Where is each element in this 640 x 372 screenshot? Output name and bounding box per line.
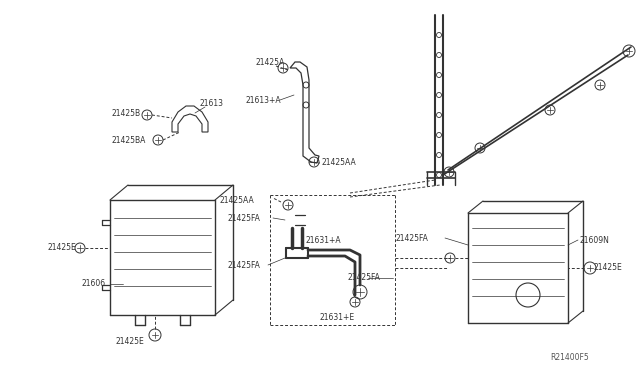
Text: 21425FA: 21425FA — [395, 234, 428, 243]
Text: 21425E: 21425E — [593, 263, 621, 273]
Text: R21400F5: R21400F5 — [550, 353, 589, 362]
Text: 21425FA: 21425FA — [228, 214, 261, 222]
Text: 21425BA: 21425BA — [112, 135, 147, 144]
Text: 21425AA: 21425AA — [322, 157, 356, 167]
Text: 21425A: 21425A — [255, 58, 284, 67]
Text: 21606: 21606 — [82, 279, 106, 289]
Text: 21613+A: 21613+A — [246, 96, 282, 105]
Text: 21613: 21613 — [200, 99, 224, 108]
Text: 21425FA: 21425FA — [228, 260, 261, 269]
Text: 21631+A: 21631+A — [305, 235, 340, 244]
Text: 21609N: 21609N — [580, 235, 610, 244]
Text: 21631+E: 21631+E — [320, 314, 355, 323]
Text: 21425E: 21425E — [48, 243, 77, 251]
Text: 21425AA: 21425AA — [220, 196, 255, 205]
Text: 21425E: 21425E — [115, 337, 144, 346]
Text: 21425B: 21425B — [112, 109, 141, 118]
Text: 21425FA: 21425FA — [348, 273, 381, 282]
